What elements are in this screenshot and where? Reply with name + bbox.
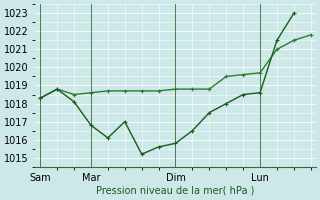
X-axis label: Pression niveau de la mer( hPa ): Pression niveau de la mer( hPa ) <box>96 186 255 196</box>
